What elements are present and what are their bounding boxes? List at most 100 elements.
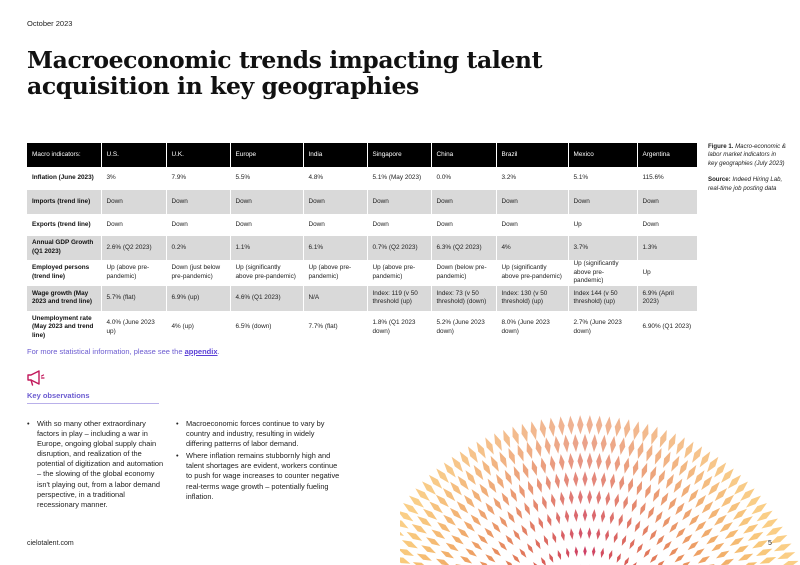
source-text: Indeed Hiring Lab, real-time job posting…: [708, 176, 783, 192]
burst-diamond: [559, 491, 565, 506]
macro-indicators-table: Macro indicators: U.S. U.K. Europe India…: [27, 143, 698, 345]
table-cell: Down: [101, 190, 167, 214]
burst-diamond: [513, 529, 521, 541]
burst-diamond: [583, 545, 587, 557]
burst-diamond: [626, 516, 632, 530]
table-cell: 4%: [496, 236, 569, 260]
table-cell: Up: [568, 214, 638, 236]
burst-diamond: [743, 523, 759, 534]
burst-diamond: [708, 481, 720, 496]
burst-diamond: [632, 459, 639, 476]
burst-diamond: [623, 457, 630, 474]
burst-diamond: [473, 465, 484, 481]
burst-diamond: [701, 475, 713, 490]
appendix-link[interactable]: appendix: [184, 347, 218, 356]
burst-diamond: [572, 434, 579, 453]
burst-diamond: [494, 433, 502, 452]
burst-diamond: [751, 502, 767, 515]
burst-diamond: [543, 535, 549, 546]
header-china: China: [431, 143, 497, 167]
burst-diamond: [542, 495, 547, 510]
burst-diamond: [501, 492, 510, 506]
burst-diamond: [654, 447, 662, 465]
burst-diamond: [706, 535, 719, 545]
table-cell: 1.1%: [230, 236, 304, 260]
table-cell: 1.8% (Q1 2023 down): [367, 310, 432, 345]
table-cell: 5.1% (May 2023): [367, 167, 432, 190]
burst-diamond: [482, 460, 491, 476]
burst-diamond: [512, 426, 519, 445]
more-info-note: For more statistical information, please…: [27, 347, 220, 356]
burst-diamond: [586, 415, 593, 435]
burst-diamond: [727, 474, 742, 489]
burst-diamond: [708, 507, 721, 520]
burst-diamond: [477, 508, 488, 521]
burst-diamond: [614, 417, 622, 437]
table-cell: Down: [101, 214, 167, 236]
table-cell: 0.2%: [166, 236, 231, 260]
burst-diamond: [777, 552, 796, 560]
burst-diamond: [700, 527, 713, 538]
burst-diamond: [465, 470, 476, 485]
burst-diamond: [513, 466, 521, 482]
burst-diamond: [544, 437, 551, 456]
burst-diamond: [521, 423, 528, 443]
table-cell: 5.7% (flat): [101, 285, 167, 311]
burst-diamond: [695, 520, 707, 532]
burst-diamond: [636, 480, 643, 496]
burst-diamond: [530, 421, 537, 441]
burst-diamond: [619, 437, 626, 456]
burst-diamond: [517, 444, 524, 462]
burst-diamond: [568, 490, 574, 505]
table-cell: Up: [637, 260, 698, 286]
burst-diamond: [479, 483, 489, 498]
header-brazil: Brazil: [496, 143, 569, 167]
burst-diamond: [610, 435, 616, 454]
burst-diamond: [550, 493, 556, 508]
burst-diamond: [697, 556, 710, 564]
row-label: Exports (trend line): [27, 214, 102, 236]
burst-diamond: [633, 421, 640, 441]
burst-diamond: [642, 423, 649, 443]
table-row-imports: Imports (trend line) Down Down Down Down…: [27, 190, 698, 214]
table-cell: Index: 130 (v 50 threshold) (up): [496, 285, 569, 311]
key-observations-heading: Key observations: [27, 391, 90, 400]
burst-diamond: [463, 495, 475, 508]
table-cell: Down: [230, 190, 304, 214]
burst-diamond: [665, 474, 674, 489]
burst-diamond: [459, 451, 471, 468]
header-mexico: Mexico: [568, 143, 638, 167]
burst-diamond: [692, 446, 703, 463]
table-row-unemployment-rate: Unemployment rate (May 2023 and trend li…: [27, 310, 698, 345]
row-label: Inflation (June 2023): [27, 167, 102, 190]
row-label: Unemployment rate (May 2023 and trend li…: [27, 310, 102, 345]
burst-diamond: [577, 415, 584, 435]
burst-diamond: [519, 548, 527, 558]
report-date: October 2023: [27, 19, 73, 28]
burst-diamond: [507, 511, 515, 524]
burst-diamond: [499, 516, 508, 528]
burst-diamond: [618, 514, 623, 527]
burst-diamond: [701, 501, 714, 514]
burst-diamond: [557, 550, 562, 560]
burst-diamond: [745, 495, 762, 508]
burst-diamond: [747, 531, 764, 541]
burst-diamond: [729, 537, 744, 546]
decorative-burst-graphic: [400, 415, 799, 565]
burst-diamond: [770, 534, 788, 544]
table-cell: Down: [637, 214, 698, 236]
table-cell: 6.9% (April 2023): [637, 285, 698, 311]
burst-diamond: [699, 451, 711, 468]
burst-diamond: [411, 523, 427, 534]
burst-diamond: [681, 483, 691, 498]
burst-diamond: [715, 550, 730, 559]
burst-diamond: [740, 488, 755, 502]
table-row-wage-growth: Wage growth (May 2023 and trend line) 5.…: [27, 285, 698, 311]
burst-diamond: [586, 452, 593, 470]
table-row-inflation: Inflation (June 2023) 3% 7.9% 5.5% 4.8% …: [27, 167, 698, 190]
burst-diamond: [467, 446, 478, 463]
burst-diamond: [443, 514, 456, 526]
burst-diamond: [609, 511, 615, 525]
burst-diamond: [721, 494, 735, 508]
header-europe: Europe: [230, 143, 304, 167]
